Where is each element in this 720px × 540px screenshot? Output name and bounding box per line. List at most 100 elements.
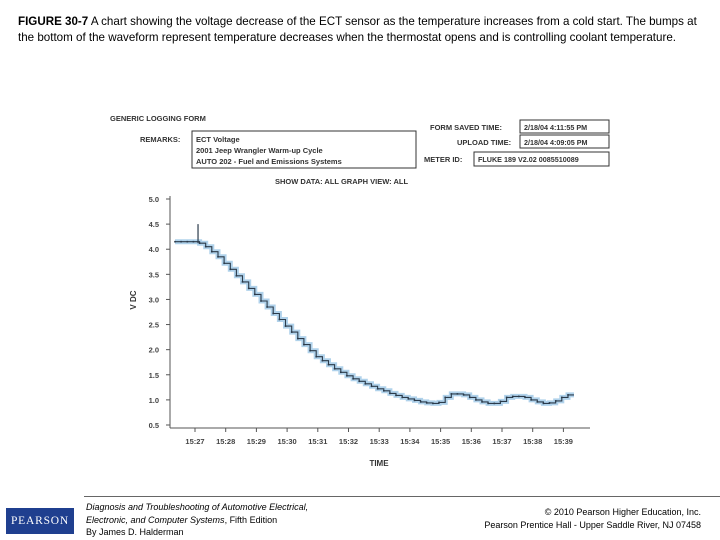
y-axis-label: V DC bbox=[129, 290, 138, 309]
book-title-line-2-wrap: Electronic, and Computer Systems, Fifth … bbox=[86, 514, 308, 527]
data-point bbox=[419, 401, 422, 403]
figure-caption-text: A chart showing the voltage decrease of … bbox=[18, 15, 697, 44]
data-point bbox=[204, 245, 207, 248]
remarks-box bbox=[191, 130, 417, 169]
data-point bbox=[468, 396, 471, 399]
data-point bbox=[364, 383, 367, 385]
form-title: GENERIC LOGGING FORM bbox=[110, 114, 206, 123]
x-tick-label: 15:30 bbox=[278, 437, 297, 446]
data-point bbox=[401, 396, 403, 399]
data-point bbox=[290, 331, 293, 333]
data-point bbox=[180, 240, 182, 243]
data-point bbox=[247, 287, 250, 290]
data-point bbox=[395, 394, 397, 397]
data-point bbox=[511, 395, 514, 398]
upload-time-value: 2/18/04 4:09:05 PM bbox=[524, 138, 588, 147]
pearson-logo-text: PEARSON bbox=[10, 515, 69, 527]
book-info: Diagnosis and Troubleshooting of Automot… bbox=[86, 501, 308, 539]
x-tick-labels: 15:27 15:28 15:29 15:30 15:31 15:32 15:33 15:34… bbox=[185, 428, 573, 446]
book-title-line-1: Diagnosis and Troubleshooting of Automot… bbox=[86, 502, 309, 512]
data-point bbox=[192, 240, 195, 243]
data-point bbox=[223, 262, 225, 265]
data-point bbox=[376, 388, 379, 390]
data-point bbox=[413, 399, 416, 402]
data-point bbox=[352, 378, 354, 380]
data-point bbox=[438, 401, 440, 404]
data-point bbox=[524, 396, 526, 399]
data-point bbox=[260, 300, 262, 302]
book-edition: , Fifth Edition bbox=[224, 514, 278, 525]
data-point bbox=[407, 398, 410, 400]
footer-divider bbox=[84, 496, 720, 497]
data-point bbox=[272, 312, 274, 315]
data-point bbox=[456, 393, 459, 395]
remarks-line-3: AUTO 202 - Fuel and Emissions Systems bbox=[196, 157, 342, 166]
figure-caption: FIGURE 30-7 A chart showing the voltage … bbox=[18, 14, 708, 45]
meter-id-value: FLUKE 189 V2.02 0085510089 bbox=[478, 155, 579, 164]
y-tick-label: 2.5 bbox=[149, 321, 159, 330]
data-point bbox=[548, 402, 551, 404]
data-point bbox=[389, 392, 391, 395]
data-point bbox=[425, 402, 428, 404]
meter-id-label: METER ID: bbox=[424, 155, 462, 164]
y-tick-label: 1.0 bbox=[149, 396, 159, 405]
upload-time-box bbox=[519, 134, 610, 149]
data-point bbox=[487, 402, 489, 405]
data-point bbox=[254, 293, 256, 296]
book-title-line-2: Electronic, and Computer Systems bbox=[86, 514, 225, 525]
data-point bbox=[346, 375, 348, 377]
x-tick-label: 15:27 bbox=[185, 437, 204, 446]
data-point bbox=[358, 380, 360, 383]
pearson-logo: PEARSON bbox=[6, 508, 74, 534]
data-point bbox=[284, 325, 287, 327]
data-point bbox=[481, 401, 483, 403]
data-point bbox=[235, 275, 238, 277]
data-point bbox=[475, 399, 477, 401]
data-point bbox=[561, 396, 563, 399]
show-data-label: SHOW DATA: ALL GRAPH VIEW: ALL bbox=[275, 177, 408, 186]
data-point bbox=[297, 337, 299, 340]
data-point bbox=[462, 394, 465, 396]
y-tick-label: 4.5 bbox=[149, 220, 159, 229]
data-point bbox=[530, 399, 532, 401]
remarks-line-2: 2001 Jeep Wrangler Warm-up Cycle bbox=[196, 146, 323, 155]
remarks-label: REMARKS: bbox=[140, 135, 180, 144]
y-tick-label: 5.0 bbox=[149, 195, 159, 204]
data-point bbox=[241, 281, 244, 283]
x-tick-label: 15:37 bbox=[492, 437, 511, 446]
data-point bbox=[444, 396, 446, 399]
meter-id-box bbox=[473, 151, 610, 167]
figure-label: FIGURE 30-7 bbox=[18, 15, 89, 28]
data-point bbox=[211, 250, 213, 253]
data-point bbox=[315, 355, 317, 358]
data-point bbox=[278, 318, 281, 321]
saved-time-box bbox=[519, 119, 610, 134]
data-point bbox=[536, 401, 539, 403]
copyright: © 2010 Pearson Higher Education, Inc. Pe… bbox=[484, 506, 701, 531]
copyright-line-2: Pearson Prentice Hall - Upper Saddle Riv… bbox=[484, 519, 701, 530]
data-point bbox=[186, 240, 189, 243]
data-point bbox=[303, 343, 305, 346]
x-tick-label: 15:38 bbox=[523, 437, 542, 446]
y-tick-label: 1.5 bbox=[149, 371, 159, 380]
data-point bbox=[493, 402, 496, 405]
x-tick-label: 15:32 bbox=[339, 437, 358, 446]
y-tick-label: 4.0 bbox=[149, 245, 159, 254]
x-tick-label: 15:34 bbox=[400, 437, 420, 446]
data-point bbox=[217, 256, 219, 258]
x-tick-label: 15:31 bbox=[308, 437, 327, 446]
saved-time-label: FORM SAVED TIME: bbox=[430, 123, 502, 132]
data-point bbox=[229, 268, 232, 271]
data-point bbox=[383, 390, 385, 392]
saved-time-value: 2/18/04 4:11:55 PM bbox=[524, 123, 587, 132]
x-tick-label: 15:36 bbox=[462, 437, 481, 446]
x-tick-label: 15:29 bbox=[247, 437, 266, 446]
remarks-line-1: ECT Voltage bbox=[196, 135, 240, 144]
data-point bbox=[432, 402, 434, 405]
data-point bbox=[499, 400, 502, 403]
data-point bbox=[174, 240, 176, 243]
plot-area bbox=[174, 224, 574, 406]
series-envelope bbox=[175, 239, 574, 406]
data-point bbox=[518, 395, 520, 398]
